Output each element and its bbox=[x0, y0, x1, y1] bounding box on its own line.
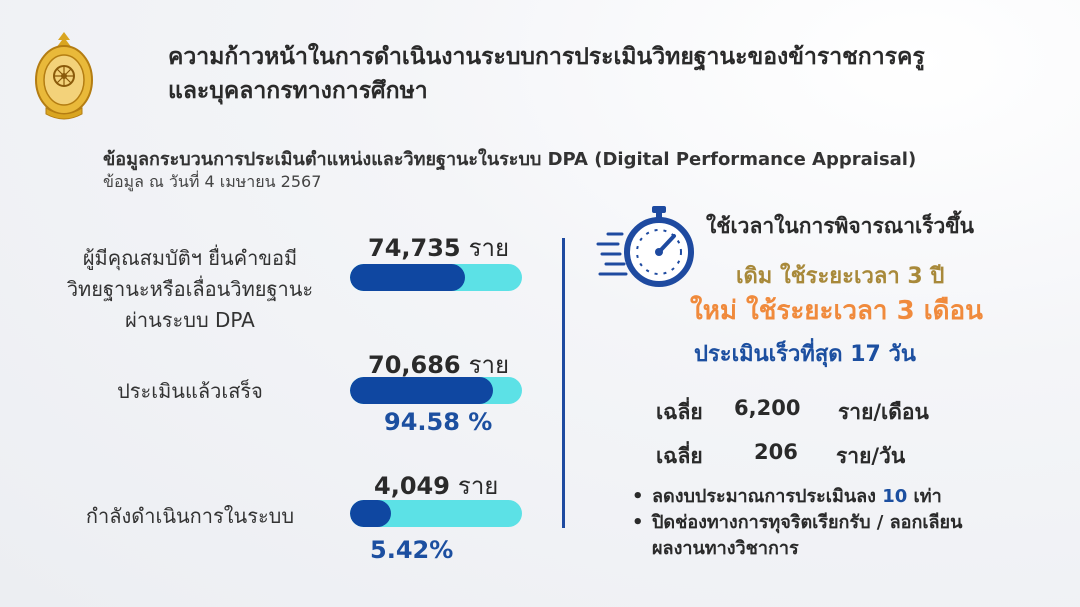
data-date: ข้อมูล ณ วันที่ 4 เมษายน 2567 bbox=[103, 172, 322, 191]
stopwatch-icon bbox=[596, 206, 694, 287]
metric-3-progress-fill bbox=[350, 500, 392, 527]
page-title: ความก้าวหน้าในการดำเนินงานระบบการประเมิน… bbox=[168, 40, 1048, 108]
metric-2-unit: ราย bbox=[468, 351, 510, 379]
metric-1-value: 74,735 bbox=[368, 234, 461, 262]
metric-1-progress-fill bbox=[350, 264, 466, 291]
metric-1-label-line: วิทยฐานะหรือเลื่อนวิทยฐานะ bbox=[66, 277, 314, 301]
metric-1-progress-bar bbox=[350, 264, 522, 291]
bullet-highlight: 10 bbox=[882, 486, 908, 507]
metric-3-unit: ราย bbox=[457, 472, 499, 500]
average-per-month: เฉลี่ย 6,200 ราย/เดือน bbox=[656, 396, 976, 426]
metric-1-unit: ราย bbox=[468, 234, 510, 262]
metric-2-progress-fill bbox=[350, 377, 493, 404]
average-per-day: เฉลี่ย 206 ราย/วัน bbox=[656, 440, 976, 470]
metric-2-percent: 94.58 % bbox=[384, 408, 493, 436]
subtitle: ข้อมูลกระบวนการประเมินตำแหน่งและวิทยฐานะ… bbox=[103, 149, 917, 170]
average-label: เฉลี่ย bbox=[656, 444, 703, 468]
metric-1-label-line: ผ่านระบบ DPA bbox=[125, 308, 255, 332]
title-line-2: และบุคลากรทางการศึกษา bbox=[168, 78, 428, 104]
bullet-text: เท่า bbox=[907, 486, 942, 507]
metric-3-progress-bar bbox=[350, 500, 522, 527]
metric-1-label: ผู้มีคุณสมบัติฯ ยื่นคำขอมี วิทยฐานะหรือเ… bbox=[40, 243, 340, 336]
bullet-text: ผลงานทางวิชาการ bbox=[652, 538, 799, 559]
metric-3-label: กำลังดำเนินการในระบบ bbox=[85, 504, 295, 528]
metric-2-count: 70,686 ราย bbox=[368, 345, 509, 384]
average-label: เฉลี่ย bbox=[656, 400, 703, 424]
average-unit: ราย/เดือน bbox=[838, 400, 929, 424]
metric-1-count: 74,735 ราย bbox=[368, 228, 509, 267]
old-duration: เดิม ใช้ระยะเวลา 3 ปี bbox=[736, 264, 945, 289]
metric-2-progress-bar bbox=[350, 377, 522, 404]
average-value: 6,200 bbox=[734, 396, 801, 420]
average-value: 206 bbox=[754, 440, 798, 464]
metric-2-value: 70,686 bbox=[368, 351, 461, 379]
fastest-duration: ประเมินเร็วที่สุด 17 วัน bbox=[694, 342, 916, 367]
ministry-emblem bbox=[35, 32, 93, 120]
metric-3-count: 4,049 ราย bbox=[374, 466, 498, 505]
metric-3-value: 4,049 bbox=[374, 472, 450, 500]
metric-1-label-line: ผู้มีคุณสมบัติฯ ยื่นคำขอมี bbox=[82, 246, 298, 270]
average-unit: ราย/วัน bbox=[836, 444, 906, 468]
list-item: ลดงบประมาณการประเมินลง 10 เท่า bbox=[632, 484, 1052, 510]
metric-2-label: ประเมินแล้วเสร็จ bbox=[117, 379, 263, 403]
speed-heading: ใช้เวลาในการพิจารณาเร็วขึ้น bbox=[706, 214, 974, 238]
bullet-text: ปิดช่องทางการทุจริตเรียกรับ / ลอกเลียน bbox=[652, 512, 963, 533]
metric-3-percent: 5.42% bbox=[370, 536, 454, 564]
title-line-1: ความก้าวหน้าในการดำเนินงานระบบการประเมิน… bbox=[168, 44, 925, 70]
list-item: ปิดช่องทางการทุจริตเรียกรับ / ลอกเลียน ผ… bbox=[632, 510, 1052, 562]
vertical-divider bbox=[562, 238, 565, 528]
benefits-list: ลดงบประมาณการประเมินลง 10 เท่า ปิดช่องทา… bbox=[632, 484, 1052, 562]
new-duration: ใหม่ ใช้ระยะเวลา 3 เดือน bbox=[690, 296, 983, 326]
bullet-text: ลดงบประมาณการประเมินลง bbox=[652, 486, 883, 507]
